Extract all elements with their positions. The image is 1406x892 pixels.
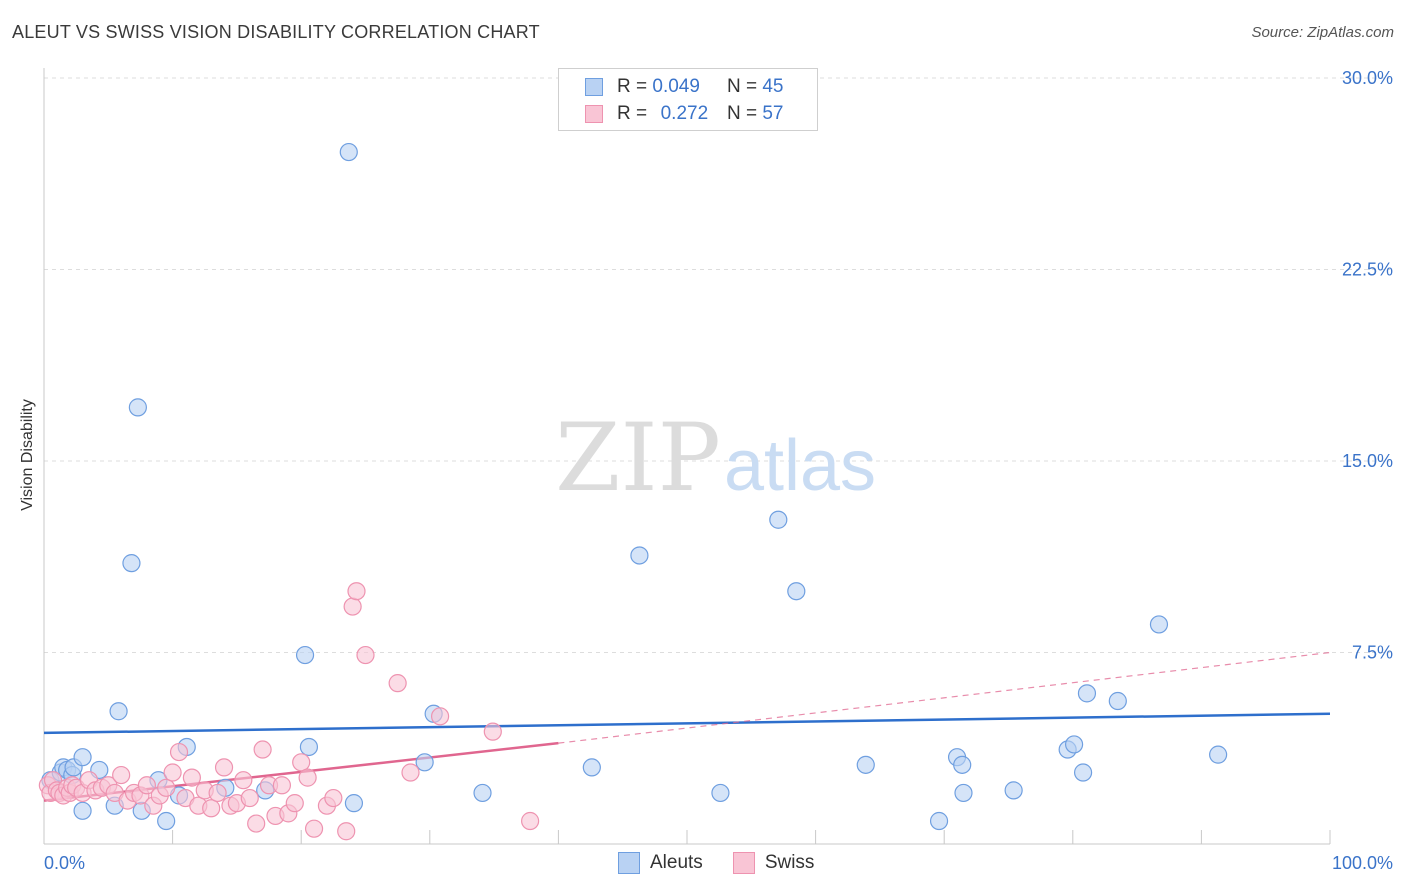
swiss-point [401,763,420,782]
swiss-trend-extension [558,651,1331,744]
aleuts-point [856,755,875,774]
chart-title: ALEUT VS SWISS VISION DISABILITY CORRELA… [12,22,540,42]
swiss-point [483,722,502,741]
source-label: Source: ZipAtlas.com [1251,24,1394,41]
swiss-point [285,794,304,813]
swiss-point [292,753,311,772]
aleuts-point [954,783,973,803]
legend-label-aleuts: Aleuts [650,852,703,873]
aleuts-point [299,737,319,757]
aleuts-point [295,645,315,665]
legend-item-swiss: Swiss [732,852,815,874]
aleuts-swatch [618,852,640,874]
aleuts-point [1149,615,1169,634]
aleuts-point [73,801,92,820]
legend-n-value: 57 [762,103,784,124]
aleuts-trend-line [43,712,1331,735]
swiss-point [253,740,272,759]
swiss-point [388,674,407,693]
swiss-point [208,783,227,803]
swiss-point [347,582,366,601]
aleuts-point [122,554,141,573]
aleuts-point [1077,684,1097,703]
series-legend: Aleuts Swiss [618,852,844,874]
swiss-point [272,776,292,795]
aleuts-point [73,748,92,767]
legend-r-value: 0.049 [652,76,700,97]
y-tick-label: 15.0% [1342,451,1393,471]
legend-r-value: 0.272 [660,103,709,124]
aleuts-point [109,702,128,721]
swiss-point [356,645,375,665]
aleuts-point [1108,691,1127,711]
aleuts-point [473,783,492,803]
aleuts-point [339,142,358,162]
aleuts-point [630,546,649,565]
aleuts-point [929,811,949,831]
aleuts-point [1004,781,1023,800]
aleuts-point [157,811,176,831]
swiss-point [521,811,540,831]
aleuts-point [344,794,364,813]
aleuts-point [1064,735,1084,754]
aleuts-point [128,398,147,417]
x-tick-label: 100.0% [1332,853,1393,873]
swiss-swatch [585,105,603,123]
gridlines [44,77,1390,653]
swiss-point [234,771,253,790]
swiss-point [169,742,189,762]
swiss-point [343,597,362,616]
y-tick-label: 7.5% [1352,643,1393,663]
aleuts-swatch [585,78,603,96]
swiss-point [304,819,324,838]
aleuts-point [415,753,434,772]
legend-row-swiss: R = 0.272 N = 57 [585,102,783,126]
correlation-legend: R = 0.049 N = 45 R = 0.272 N = 57 [558,68,818,131]
axes [43,68,1331,845]
legend-n-value: 45 [762,76,784,97]
watermark-atlas: atlas [724,426,876,506]
aleuts-point [1073,763,1093,782]
legend-label-swiss: Swiss [764,852,815,873]
swiss-point [240,788,259,808]
legend-n-label: N = [726,103,758,124]
aleuts-point [582,758,601,777]
aleuts-point [1209,745,1228,764]
swiss-point [430,707,450,726]
aleuts-point [711,783,730,803]
swiss-point [337,822,356,841]
legend-r-label: R = [617,103,648,124]
legend-n-label: N = [726,76,758,97]
swiss-point [214,758,234,777]
y-tick-label: 22.5% [1342,260,1393,280]
aleuts-point [769,510,788,529]
y-tick-label: 30.0% [1342,68,1393,88]
swiss-point [298,768,317,787]
swiss-point [157,778,176,797]
aleuts-point [787,582,806,601]
x-tick-label: 0.0% [44,853,85,873]
data-points [38,142,1228,841]
legend-item-aleuts: Aleuts [618,852,703,874]
swiss-point [182,768,201,787]
tick-labels: 7.5% 15.0% 22.5% 30.0% 0.0% 100.0% [44,68,1393,873]
watermark-zip: ZIP [555,404,721,513]
swiss-point [112,765,131,785]
swiss-point [324,788,343,808]
swiss-point [137,776,156,795]
swiss-point [247,814,266,833]
aleuts-point [953,755,972,774]
swiss-point [163,763,182,782]
swiss-swatch [732,852,755,874]
legend-row-aleuts: R = 0.049 N = 45 [585,75,783,99]
y-axis-label: Vision Disability [19,399,36,511]
legend-r-label: R = [617,76,648,97]
swiss-point [202,799,221,818]
watermark: ZIP atlas [555,404,876,513]
